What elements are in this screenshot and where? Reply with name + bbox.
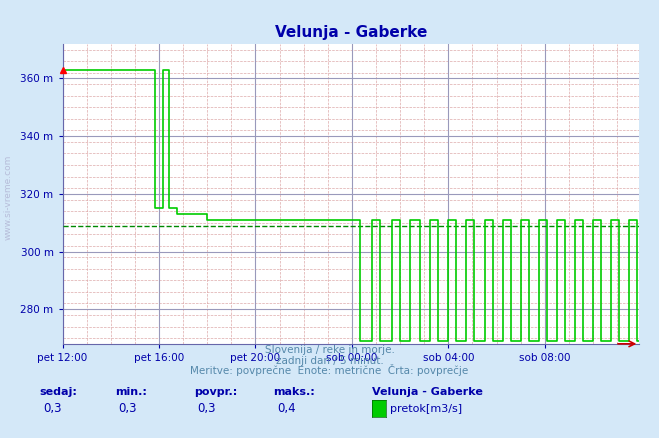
Text: Meritve: povprečne  Enote: metrične  Črta: povprečje: Meritve: povprečne Enote: metrične Črta:…	[190, 364, 469, 377]
Text: min.:: min.:	[115, 387, 147, 397]
Text: www.si-vreme.com: www.si-vreme.com	[3, 155, 13, 240]
Text: 0,3: 0,3	[119, 402, 137, 415]
Text: 0,3: 0,3	[43, 402, 61, 415]
Text: sedaj:: sedaj:	[40, 387, 77, 397]
Text: maks.:: maks.:	[273, 387, 315, 397]
Text: pretok[m3/s]: pretok[m3/s]	[390, 404, 462, 414]
Text: Slovenija / reke in morje.: Slovenija / reke in morje.	[264, 345, 395, 355]
Text: povpr.:: povpr.:	[194, 387, 238, 397]
Text: zadnji dan / 5 minut.: zadnji dan / 5 minut.	[275, 356, 384, 366]
Title: Velunja - Gaberke: Velunja - Gaberke	[275, 25, 427, 40]
Text: 0,3: 0,3	[198, 402, 216, 415]
Text: 0,4: 0,4	[277, 402, 295, 415]
Text: Velunja - Gaberke: Velunja - Gaberke	[372, 387, 483, 397]
